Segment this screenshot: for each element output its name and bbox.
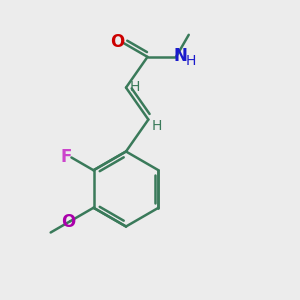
Text: H: H <box>152 119 162 133</box>
Text: F: F <box>60 148 72 166</box>
Text: H: H <box>186 54 196 68</box>
Text: O: O <box>61 214 76 232</box>
Text: H: H <box>130 80 140 94</box>
Text: N: N <box>174 47 188 65</box>
Text: O: O <box>110 33 124 51</box>
